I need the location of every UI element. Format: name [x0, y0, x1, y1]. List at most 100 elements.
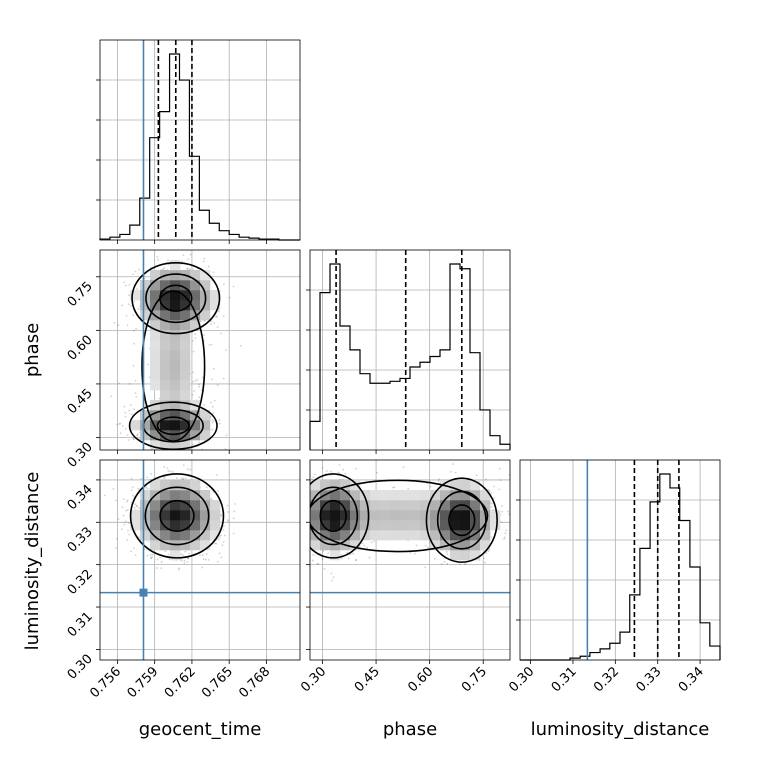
density-bin	[340, 490, 351, 501]
sample-point	[227, 511, 229, 513]
sample-point	[136, 433, 139, 436]
density-bin	[450, 530, 461, 541]
sample-point	[210, 343, 213, 346]
density-bin	[210, 530, 221, 541]
sample-point	[303, 525, 305, 527]
density-bin	[160, 300, 171, 311]
sample-point	[304, 533, 306, 535]
sample-point	[223, 283, 225, 286]
density-bin	[150, 540, 161, 551]
sample-point	[370, 541, 373, 544]
density-bin	[150, 360, 161, 371]
sample-point	[127, 529, 129, 532]
density-bin	[150, 340, 161, 351]
sample-point	[361, 542, 364, 545]
sample-point	[192, 340, 194, 342]
sample-point	[217, 560, 220, 563]
sample-point	[180, 559, 183, 562]
sample-point	[167, 470, 170, 472]
density-layer	[103, 464, 237, 571]
density-bin	[180, 310, 191, 321]
sample-point	[224, 534, 226, 537]
sample-point	[118, 382, 120, 385]
density-bin	[310, 520, 321, 531]
density-bin	[430, 530, 441, 541]
sample-point	[222, 529, 225, 531]
sample-point	[307, 523, 309, 525]
density-bin	[140, 410, 151, 421]
sample-point	[307, 523, 309, 525]
density-bin	[150, 290, 161, 301]
density-bin	[420, 520, 431, 531]
panel-frame	[99, 39, 301, 241]
density-bin	[370, 510, 381, 521]
sample-point	[192, 371, 194, 374]
density-bin	[160, 520, 171, 531]
sample-point	[368, 556, 371, 559]
sample-point	[498, 467, 501, 470]
sample-point	[186, 268, 189, 270]
density-bin	[400, 530, 411, 541]
density-bin	[470, 520, 481, 531]
sample-point	[122, 498, 125, 501]
sample-point	[305, 480, 307, 482]
density-bin	[470, 510, 481, 521]
sample-point	[103, 494, 106, 497]
sample-point	[147, 540, 150, 543]
sample-point	[228, 296, 231, 299]
sample-point	[122, 514, 125, 517]
density-bin	[150, 420, 161, 431]
sample-point	[125, 509, 128, 512]
density-bin	[380, 500, 391, 511]
y-tick-label: 0.45	[65, 386, 96, 417]
sample-point	[224, 448, 227, 450]
y-tick-label: 0.34	[65, 482, 96, 513]
sample-point	[373, 540, 376, 543]
density-bin	[340, 510, 351, 521]
density-bin	[480, 490, 491, 501]
density-bin	[140, 300, 151, 311]
density-bin	[390, 520, 401, 531]
contour-line	[310, 473, 370, 559]
density-bin	[310, 540, 321, 551]
sample-point	[151, 556, 154, 559]
density-bin	[190, 510, 201, 521]
sample-point	[127, 294, 130, 297]
density-bin	[420, 510, 431, 521]
sample-point	[166, 467, 169, 470]
contour-line	[159, 499, 195, 532]
density-bin	[470, 530, 481, 541]
sample-point	[128, 522, 130, 524]
density-bin	[330, 550, 341, 561]
density-bin	[350, 530, 361, 541]
x-tick-label: 0.759	[125, 664, 162, 701]
density-bin	[160, 390, 171, 401]
density-bin	[130, 520, 141, 531]
sample-point	[203, 257, 206, 260]
sample-point	[305, 517, 307, 519]
sample-point	[216, 384, 219, 387]
sample-point	[132, 438, 135, 441]
density-bin	[170, 410, 181, 421]
sample-point	[132, 329, 135, 332]
density-bin	[170, 340, 181, 351]
sample-point	[133, 506, 136, 509]
sample-point	[117, 518, 120, 521]
sample-point	[126, 499, 129, 502]
density-bin	[170, 260, 181, 271]
density-bin	[170, 520, 181, 531]
sample-point	[212, 420, 215, 423]
sample-point	[508, 513, 510, 515]
sample-point	[221, 544, 224, 547]
sample-point	[113, 321, 116, 324]
density-bin	[140, 530, 151, 541]
sample-point	[198, 396, 200, 399]
sample-point	[192, 350, 195, 353]
density-bin	[400, 500, 411, 511]
density-bin	[200, 410, 211, 421]
sample-point	[484, 561, 487, 564]
density-bin	[180, 490, 191, 501]
density-bin	[160, 440, 171, 450]
sample-point	[124, 411, 127, 414]
sample-point	[212, 491, 215, 494]
